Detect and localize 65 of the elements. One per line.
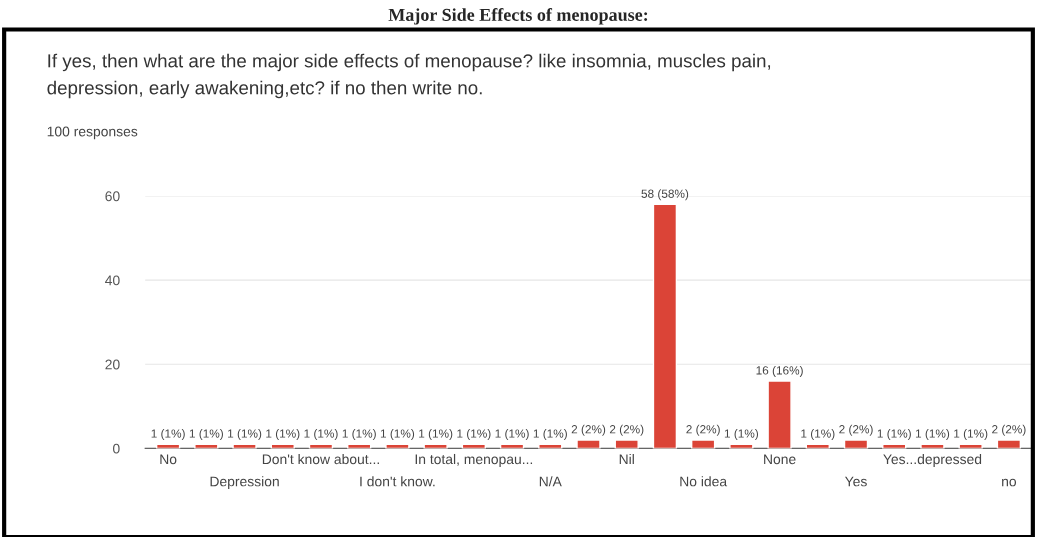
data-label: 1 (1%) [304,429,338,441]
x-tick-label: Depression [210,476,279,490]
data-label: 1 (1%) [915,429,950,441]
data-label: 1 (1%) [801,429,835,441]
data-label: 1 (1%) [419,429,453,441]
data-label: 16 (16%) [756,365,803,377]
bar [920,443,945,449]
data-label: 1 (1%) [724,429,759,441]
x-tick-label: Yes [844,476,867,487]
y-tick-label: 20 [105,359,120,370]
bar [461,443,487,449]
x-tick-label: In total, menopau... [415,453,533,467]
bar [805,443,830,449]
bar [882,443,907,449]
y-tick-label: 40 [105,275,120,286]
bar [423,443,448,449]
data-label: 2 (2%) [571,424,606,436]
bar [996,439,1022,449]
text: 100 responses [47,126,138,140]
x-tick-label: I don't know. [360,476,435,487]
bar [690,439,716,449]
x-tick-label: None [764,454,796,465]
bar [729,443,754,449]
bar [576,439,601,449]
data-label: 2 (2%) [609,424,644,436]
bar [652,203,678,449]
bar [308,443,334,449]
bar [767,380,792,449]
data-label: 2 (2%) [839,424,873,436]
bar [347,443,372,449]
data-label: 1 (1%) [342,429,376,441]
bar [194,443,219,449]
x-tick-label: Nil [619,453,634,465]
bar [843,439,869,449]
bar [958,443,983,449]
data-label: 1 (1%) [380,429,415,441]
data-label: 1 (1%) [495,429,529,441]
y-tick-label: 60 [105,191,120,202]
data-label: 1 (1%) [457,429,491,441]
data-label: 1 (1%) [877,429,911,441]
data-label: 1 (1%) [151,429,185,441]
bar [385,443,410,449]
bar [270,443,295,449]
chart-subtitle: If yes, then what are the major side effects of menopause? like insomnia, muscles pain, depression, early awakening,etc? if no then write no. [47,53,771,99]
bar [232,443,257,449]
x-tick-label: no [1002,478,1017,487]
x-tick-label: Yes...depressed [883,453,982,467]
chart-title: Major Side Effects of menopause: [388,8,648,25]
x-tick-label: No idea [680,476,728,487]
data-label: 1 (1%) [533,429,567,441]
x-tick-label: N/A [539,476,562,487]
data-label: 1 (1%) [266,429,300,441]
x-tick-label: Don't know about... [262,453,379,465]
data-label: 58 (58%) [641,189,689,201]
data-label: 2 (2%) [686,424,720,436]
data-label: 2 (2%) [992,424,1026,436]
bar [499,443,525,449]
data-label: 1 (1%) [954,429,988,441]
bar [155,443,181,449]
bar [614,439,639,449]
y-tick-label: 0 [113,443,120,454]
data-label: 1 (1%) [189,429,223,441]
x-tick-label: No [160,454,177,465]
data-label: 1 (1%) [228,429,262,441]
bar [538,443,563,449]
